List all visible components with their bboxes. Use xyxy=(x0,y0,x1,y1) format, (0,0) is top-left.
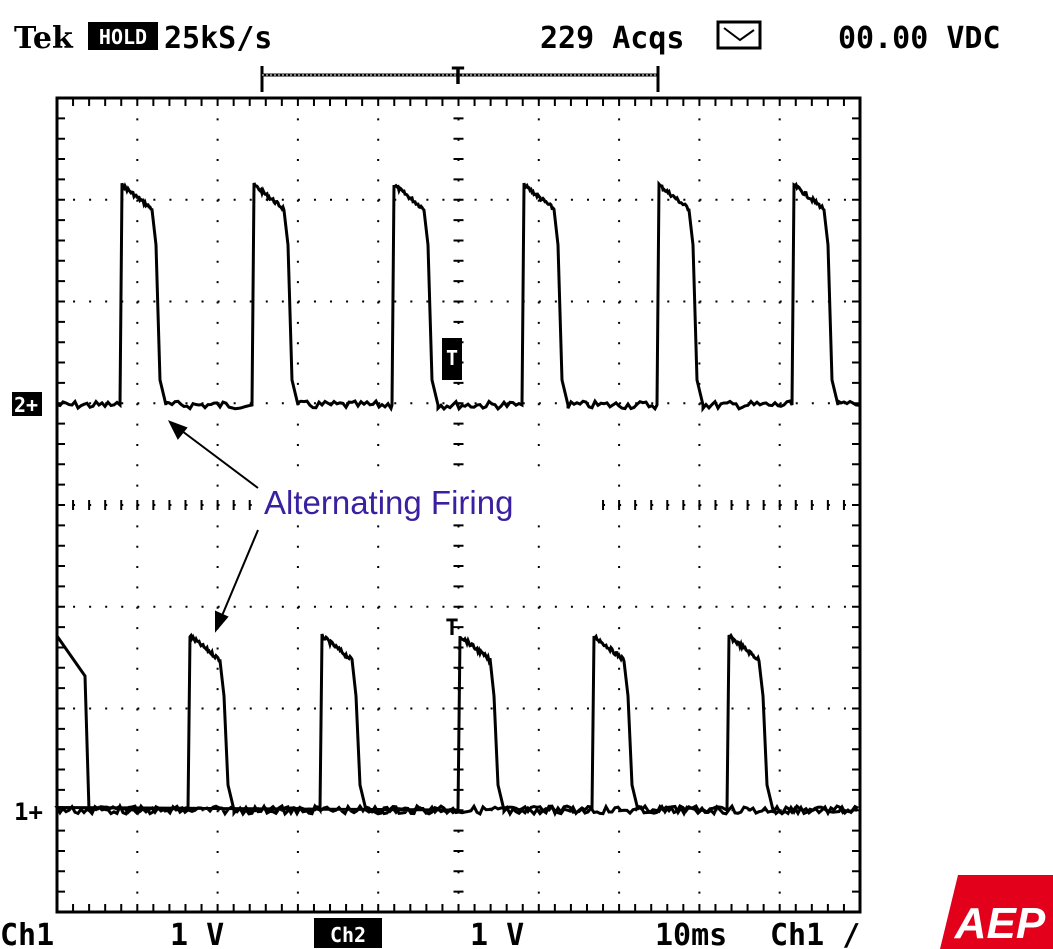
ch2-marker-box xyxy=(12,392,42,416)
hold-box xyxy=(88,22,158,50)
annotation: Alternating Firing xyxy=(264,484,513,521)
timebase: 10ms xyxy=(655,918,727,949)
sample-rate: 25kS/s xyxy=(164,21,272,56)
ch1-scale: 1 V xyxy=(170,918,224,949)
brand: Tek xyxy=(14,21,74,56)
ch1-trace-mid xyxy=(54,635,859,817)
ch2-box xyxy=(314,918,382,948)
logo-bg xyxy=(940,875,1053,949)
ch1-label: Ch1 xyxy=(0,918,54,949)
acq-icon xyxy=(716,20,762,50)
ch1-ground: 1+ xyxy=(14,798,43,826)
ch2-trigger-box xyxy=(442,338,462,380)
ch2-ground: 2+ xyxy=(14,393,38,417)
mode: HOLD xyxy=(99,25,147,49)
acq-icon-glyph xyxy=(723,27,755,42)
logo: AEP xyxy=(954,899,1046,948)
acquisitions: 229 Acqs xyxy=(540,21,685,56)
ch2-trace xyxy=(55,180,860,413)
ch1-trigger: T xyxy=(445,616,458,641)
waveforms xyxy=(54,180,860,818)
ch2-label: Ch2 xyxy=(330,923,366,947)
ch2-trigger: T xyxy=(446,346,458,370)
annotation-bg xyxy=(262,482,594,522)
trigger-source: Ch1 ∕ xyxy=(770,918,860,949)
ch1-trace xyxy=(55,632,858,818)
trigger-position: T xyxy=(451,62,465,90)
annotation-arrows xyxy=(167,420,259,633)
ch2-scale: 1 V xyxy=(470,918,524,949)
readout: 00.00 VDC xyxy=(838,21,1001,56)
